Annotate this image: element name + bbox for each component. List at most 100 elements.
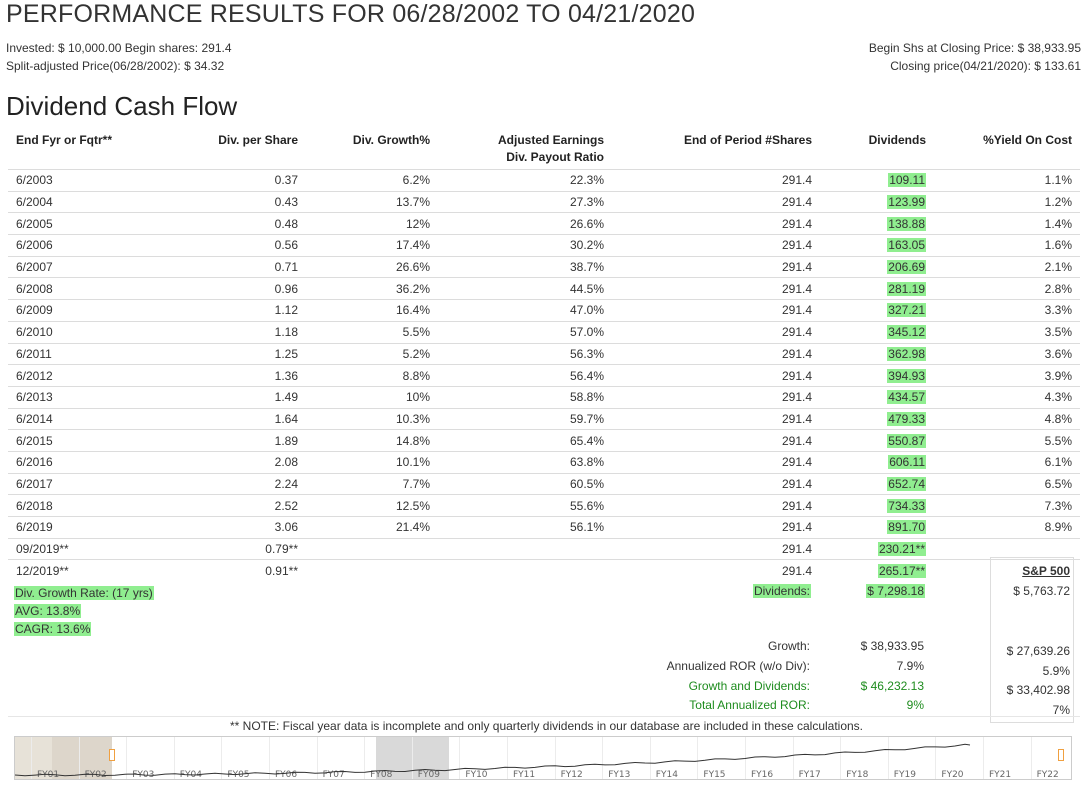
navigator-handle-right[interactable]	[1058, 749, 1064, 761]
cell-div-growth-text: 36.2%	[395, 281, 430, 296]
growth-and-dividends-label: Growth and Dividends:	[688, 679, 810, 693]
cell-payout-ratio-text: 56.1%	[569, 520, 604, 535]
navigator-selected-range[interactable]	[52, 737, 112, 779]
cell-div-per-share-text: 2.24	[274, 476, 298, 491]
navigator-year-label: FY22	[1036, 770, 1059, 780]
cell-div-per-share: 1.64	[158, 407, 306, 430]
growth-rate-block: Div. Growth Rate: (17 yrs) AVG: 13.8% CA…	[14, 584, 154, 638]
table-row: 6/2017 2.24 7.7% 60.5% 291.4 652.74 6.5%	[8, 472, 1080, 495]
table-row: 6/2015 1.89 14.8% 65.4% 291.4 550.87 5.5%	[8, 429, 1080, 452]
cell-yield: 3.3%	[934, 299, 1080, 322]
cell-period-text: 6/2014	[16, 411, 53, 426]
navigator-year-label: FY08	[370, 770, 393, 780]
cell-div-growth-text: 13.7%	[395, 195, 430, 210]
cell-dividends: 362.98	[820, 342, 934, 365]
cell-shares-text: 291.4	[781, 455, 812, 470]
cell-period: 6/2013	[8, 385, 158, 409]
navigator-price-line	[15, 743, 971, 777]
table-row: 6/2004 0.43 13.7% 27.3% 291.4 123.99 1.2%	[8, 190, 1080, 213]
cell-dividends-text: 138.88	[887, 216, 926, 231]
cell-payout-ratio: 27.3%	[438, 190, 612, 213]
page-title: PERFORMANCE RESULTS FOR 06/28/2002 TO 04…	[6, 0, 696, 28]
table-header-row: End Fyr or Fqtr** Div. per Share Div. Gr…	[8, 130, 1080, 170]
navigator-gridline	[792, 737, 794, 779]
cell-yield-text: 6.1%	[1044, 455, 1072, 470]
cell-payout-ratio-text: 47.0%	[569, 303, 604, 318]
navigator-year-label: FY16	[751, 770, 774, 780]
cell-period: 09/2019**	[8, 537, 158, 560]
cell-period-text: 6/2007	[16, 260, 53, 275]
cell-payout-ratio: 63.8%	[438, 450, 612, 474]
cell-dividends: 265.17**	[820, 559, 934, 582]
navigator-year-label: FY19	[893, 770, 916, 780]
cell-payout-ratio: 47.0%	[438, 299, 612, 322]
cell-payout-ratio-text: 30.2%	[569, 238, 604, 253]
cell-div-growth	[306, 559, 438, 582]
cell-shares: 291.4	[612, 299, 820, 322]
annualized-ror-value: 7.9%	[896, 659, 924, 673]
cell-div-growth-text: 21.4%	[395, 520, 430, 535]
cell-shares-text: 291.4	[781, 390, 812, 405]
navigator-gridline	[1030, 737, 1032, 779]
growth-rate-label: Div. Growth Rate: (17 yrs)	[14, 586, 154, 600]
cell-payout-ratio-text: 26.6%	[569, 216, 604, 231]
navigator-year-label: FY18	[846, 770, 869, 780]
cell-yield-text: 3.3%	[1044, 303, 1072, 318]
cell-yield-text: 1.6%	[1044, 238, 1072, 253]
cell-yield-text: 4.3%	[1044, 390, 1072, 405]
invested-info: Invested: $ 10,000.00 Begin shares: 291.…	[6, 41, 232, 55]
cell-div-per-share: 0.37	[158, 169, 306, 192]
cell-dividends: 606.11	[820, 450, 934, 474]
cell-div-growth: 17.4%	[306, 234, 438, 257]
cell-dividends: 345.12	[820, 320, 934, 343]
cell-dividends: 138.88	[820, 212, 934, 235]
cell-yield: 2.1%	[934, 255, 1080, 278]
cell-div-per-share: 2.24	[158, 472, 306, 495]
cell-div-per-share: 1.36	[158, 364, 306, 387]
cell-yield: 6.1%	[934, 450, 1080, 474]
section-title: Dividend Cash Flow	[6, 91, 238, 121]
cell-period: 12/2019**	[8, 559, 158, 582]
cell-shares-text: 291.4	[781, 216, 812, 231]
cell-div-growth: 6.2%	[306, 169, 438, 192]
navigator-year-label: FY14	[655, 770, 678, 780]
navigator-gridline	[697, 737, 699, 779]
timeline-navigator[interactable]: FY01 FY02 FY03 FY04 FY05 FY06 FY07 FY08 FY09 FY10…	[14, 736, 1072, 780]
cell-period: 6/2008	[8, 277, 158, 300]
cell-period: 6/2010	[8, 320, 158, 343]
navigator-handle-left[interactable]	[109, 749, 115, 761]
cell-yield-text: 7.3%	[1044, 498, 1072, 513]
col-header-period: End Fyr or Fqtr**	[16, 133, 113, 147]
cell-shares-text: 291.4	[781, 325, 812, 340]
cell-div-per-share: 1.25	[158, 342, 306, 365]
cell-yield	[934, 559, 1080, 582]
navigator-year-label: FY17	[798, 770, 821, 780]
cell-shares: 291.4	[612, 385, 820, 409]
navigator-year-label: FY20	[941, 770, 964, 780]
cell-div-growth: 10.1%	[306, 450, 438, 474]
cell-yield: 6.5%	[934, 472, 1080, 495]
cell-yield-text: 1.1%	[1044, 173, 1072, 188]
cell-shares-text: 291.4	[781, 238, 812, 253]
total-annualized-ror-label: Total Annualized ROR:	[689, 698, 810, 712]
cell-period-text: 6/2019	[16, 520, 53, 535]
cell-div-growth-text: 16.4%	[395, 303, 430, 318]
cell-shares: 291.4	[612, 429, 820, 452]
cell-payout-ratio: 56.3%	[438, 342, 612, 365]
cell-div-per-share-text: 3.06	[274, 520, 298, 535]
cell-yield-text: 1.4%	[1044, 216, 1072, 231]
cell-period: 6/2011	[8, 342, 158, 365]
cell-yield	[934, 537, 1080, 560]
table-row: 6/2008 0.96 36.2% 44.5% 291.4 281.19 2.8%	[8, 277, 1080, 300]
sp500-growth-and-dividends: $ 33,402.98	[1006, 683, 1070, 697]
cell-period: 6/2007	[8, 255, 158, 278]
cell-dividends: 652.74	[820, 472, 934, 495]
cell-div-growth-text: 12%	[405, 216, 430, 231]
cell-period-text: 6/2016	[16, 455, 53, 470]
cell-div-per-share: 2.52	[158, 494, 306, 517]
cell-dividends-text: 394.93	[887, 368, 926, 383]
cell-div-per-share: 3.06	[158, 516, 306, 539]
cell-period-text: 6/2008	[16, 281, 53, 296]
cell-dividends: 394.93	[820, 364, 934, 387]
cell-div-per-share-text: 1.25	[274, 346, 298, 361]
